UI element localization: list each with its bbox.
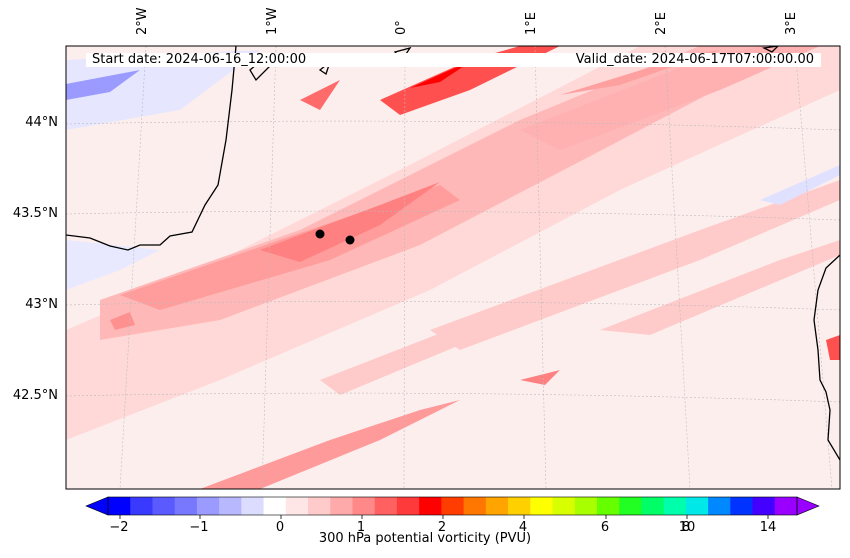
colorbar-tick: −1: [189, 520, 209, 535]
colorbar-swatch: [685, 497, 709, 515]
colorbar-swatch: [663, 497, 687, 515]
colorbar-swatch: [174, 497, 198, 515]
colorbar-tick: 2: [437, 520, 447, 535]
colorbar-swatch: [241, 497, 265, 515]
colorbar-swatch: [219, 497, 242, 515]
colorbar-swatch: [285, 497, 309, 515]
lon-label: 1°E: [524, 12, 539, 35]
colorbar-swatch: [108, 497, 131, 515]
colorbar-swatch: [596, 497, 620, 515]
colorbar-tick: −2: [109, 520, 129, 535]
colorbar-swatch: [774, 497, 798, 515]
colorbar-tick: 6: [600, 520, 610, 535]
lat-label: 43°N: [25, 297, 58, 312]
marker-point: [345, 235, 355, 245]
lon-label: 2°E: [654, 12, 669, 35]
colorbar-swatch: [574, 497, 598, 515]
colorbar-swatch: [196, 497, 220, 515]
colorbar-swatch: [463, 497, 487, 515]
colorbar-swatch: [508, 497, 531, 515]
colorbar-tick: 10: [678, 520, 696, 535]
colorbar-swatch: [152, 497, 176, 515]
lat-label: 44°N: [25, 115, 58, 130]
colorbar-swatch: [130, 497, 153, 515]
colorbar-tick: 1: [356, 520, 366, 535]
colorbar-swatch: [374, 497, 398, 515]
colorbar-tick: 14: [759, 520, 777, 535]
colorbar-swatch: [708, 497, 731, 515]
colorbar-swatch: [619, 497, 642, 515]
valid-date: Valid_date: 2024-06-17T07:00:00.00: [575, 52, 814, 67]
colorbar-swatch: [641, 497, 665, 515]
colorbar-extend-high: [796, 496, 820, 516]
marker-point: [315, 229, 325, 239]
colorbar-swatch: [352, 497, 376, 515]
start-date: Start date: 2024-06-16_12:00:00: [92, 52, 307, 67]
colorbar-swatch: [752, 497, 776, 515]
colorbar-tick: 4: [518, 520, 528, 535]
lon-label: 0°: [394, 20, 409, 35]
colorbar-swatch: [730, 497, 754, 515]
colorbar-swatch: [419, 497, 442, 515]
lon-label: 2°W: [135, 7, 150, 35]
lon-label: 3°E: [784, 12, 799, 35]
colorbar-swatch: [308, 497, 331, 515]
colorbar-swatch: [330, 497, 353, 515]
colorbar-swatch: [396, 497, 420, 515]
colorbar-swatch: [441, 497, 465, 515]
colorbar-swatch: [263, 497, 287, 515]
colorbar-tick: 8: [681, 520, 691, 535]
lon-label: 1°W: [265, 7, 280, 35]
colorbar: [85, 496, 820, 519]
colorbar-swatch: [552, 497, 576, 515]
colorbar-label: 300 hPa potential vorticity (PVU): [318, 531, 532, 546]
pv-field: [66, 46, 840, 489]
colorbar-extend-low: [85, 496, 109, 516]
info-bar: [86, 53, 821, 67]
colorbar-swatch: [485, 497, 509, 515]
colorbar-swatch: [530, 497, 554, 515]
colorbar-tick: 0: [275, 520, 285, 535]
lat-label: 43.5°N: [12, 206, 58, 221]
lat-label: 42.5°N: [12, 388, 58, 403]
